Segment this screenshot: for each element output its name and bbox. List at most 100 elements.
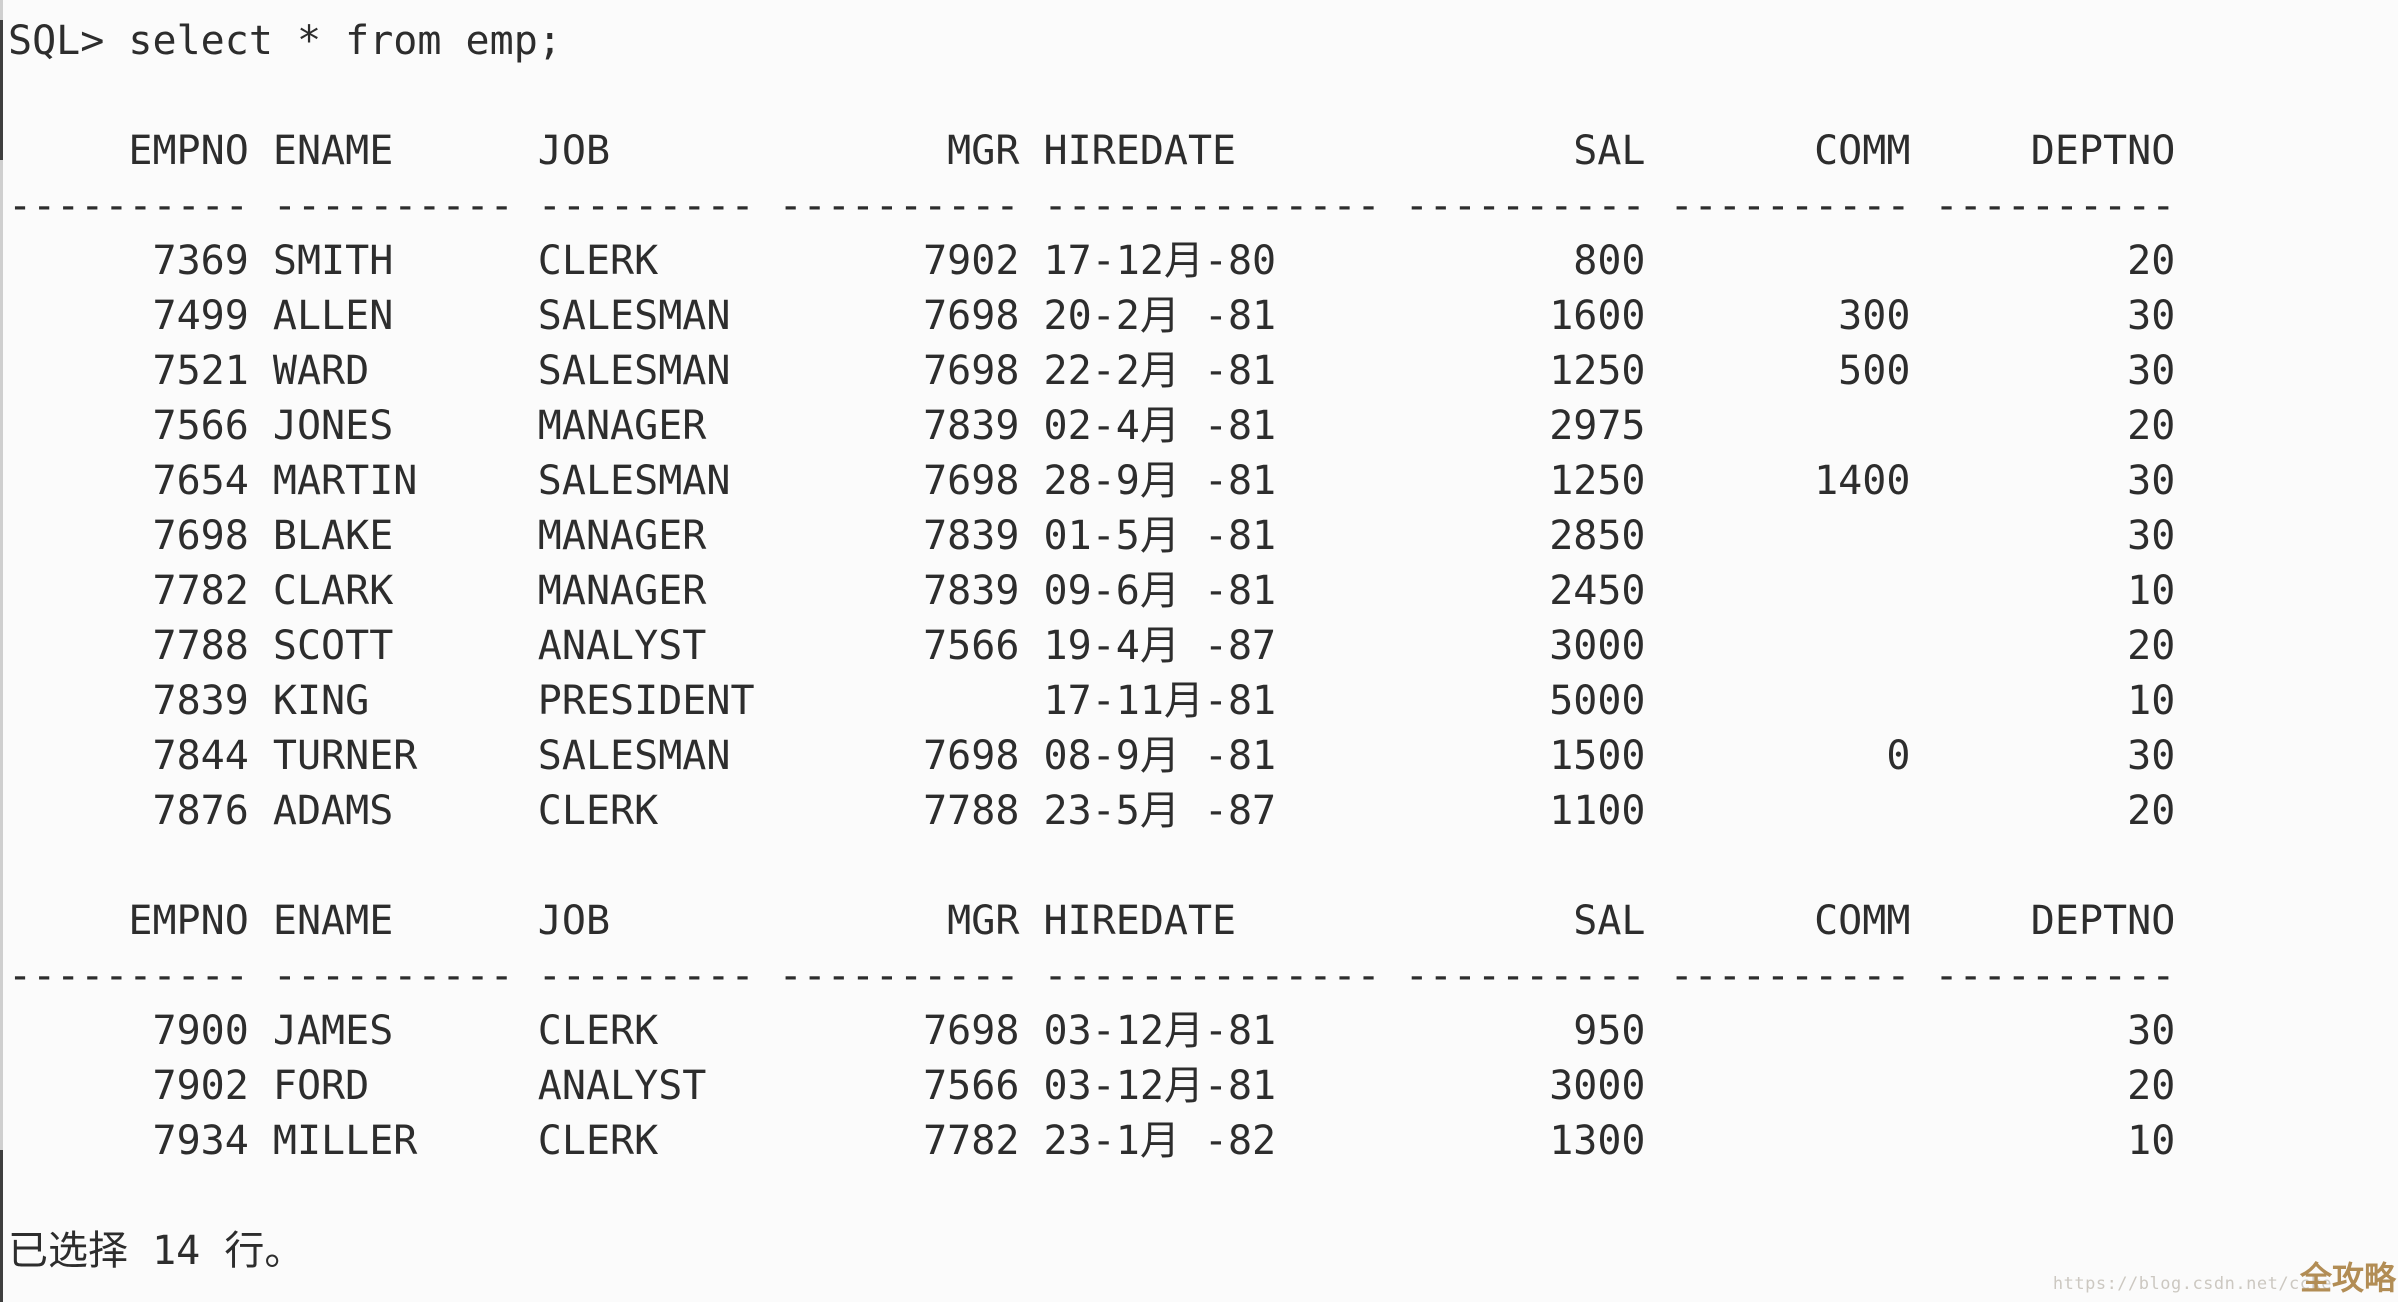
table-cell-mgr: 7839	[923, 403, 1020, 449]
table-cell-sal: SAL	[1573, 128, 1646, 174]
watermark-url: https://blog.csdn.net/ccke	[2052, 1274, 2332, 1294]
table-cell-hiredate: 08-9月 -81	[1043, 733, 1277, 779]
table-cell-empno: 7654	[152, 458, 249, 504]
blank-line	[8, 839, 2398, 894]
table-row: 7499 ALLEN SALESMAN 7698 20-2月 -81 1600 300 30	[8, 289, 2398, 344]
table-cell-sal: 1500	[1549, 733, 1646, 779]
table-cell-job: MANAGER	[537, 568, 707, 614]
table-cell-comm: 300	[1838, 293, 1911, 339]
table-cell-deptno: ----------	[1934, 953, 2176, 999]
table-cell-deptno: 30	[2127, 733, 2176, 779]
table-row: 7934 MILLER CLERK 7782 23-1月 -82 1300 10	[8, 1114, 2398, 1169]
table-cell-job: SALESMAN	[537, 458, 731, 504]
table-cell-empno: ----------	[8, 953, 249, 999]
table-cell-ename: CLARK	[272, 568, 394, 614]
table-cell-empno: 7876	[152, 788, 249, 834]
table-cell-hiredate: 23-1月 -82	[1043, 1118, 1277, 1164]
table-row: 7844 TURNER SALESMAN 7698 08-9月 -81 1500 0 30	[8, 729, 2398, 784]
table-cell-ename: JAMES	[272, 1008, 394, 1054]
table-cell-empno: 7902	[152, 1063, 249, 1109]
table-row: 7698 BLAKE MANAGER 7839 01-5月 -81 2850 30	[8, 509, 2398, 564]
table-cell-deptno: 30	[2127, 1008, 2176, 1054]
table-cell-empno: ----------	[8, 183, 249, 229]
table-cell-deptno: 20	[2127, 238, 2176, 284]
table-cell-job: JOB	[537, 898, 611, 944]
table-cell-job: ---------	[537, 183, 755, 229]
table-cell-job: CLERK	[537, 238, 659, 284]
table-cell-mgr: 7782	[923, 1118, 1020, 1164]
sql-command: select * from emp;	[128, 18, 562, 64]
table-cell-ename: JONES	[272, 403, 394, 449]
table-row: 7788 SCOTT ANALYST 7566 19-4月 -87 3000 20	[8, 619, 2398, 674]
table-cell-comm: 0	[1886, 733, 1911, 779]
table-cell-deptno: 20	[2127, 1063, 2176, 1109]
table-cell-ename: KING	[272, 678, 370, 724]
table-cell-hiredate: 19-4月 -87	[1043, 623, 1277, 669]
table-cell-job: SALESMAN	[537, 733, 731, 779]
table-row: 7902 FORD ANALYST 7566 03-12月-81 3000 20	[8, 1059, 2398, 1114]
table-cell-deptno: 30	[2127, 458, 2176, 504]
table-header-row: EMPNO ENAME JOB MGR HIREDATE SAL COMM DEPTNO	[8, 894, 2398, 949]
table-cell-empno: 7499	[152, 293, 249, 339]
table-cell-deptno: 20	[2127, 788, 2176, 834]
table-cell-job: CLERK	[537, 788, 659, 834]
table-cell-sal: 1250	[1549, 348, 1646, 394]
table-cell-job: ---------	[537, 953, 755, 999]
table-cell-comm: ----------	[1669, 183, 1911, 229]
table-cell-job: SALESMAN	[537, 293, 731, 339]
table-cell-deptno: DEPTNO	[2030, 898, 2176, 944]
table-cell-ename: ----------	[272, 953, 514, 999]
sql-prompt: SQL>	[8, 18, 105, 64]
table-cell-hiredate: 20-2月 -81	[1043, 293, 1277, 339]
table-cell-sal: ----------	[1404, 953, 1646, 999]
table-cell-empno: 7566	[152, 403, 249, 449]
table-cell-hiredate: 03-12月-81	[1043, 1008, 1277, 1054]
table-cell-sal: 800	[1573, 238, 1646, 284]
table-cell-deptno: 10	[2127, 568, 2176, 614]
table-cell-comm: COMM	[1814, 128, 1911, 174]
table-header-row: EMPNO ENAME JOB MGR HIREDATE SAL COMM DEPTNO	[8, 124, 2398, 179]
table-cell-job: ANALYST	[537, 623, 707, 669]
table-cell-mgr: 7566	[923, 1063, 1020, 1109]
table-cell-empno: EMPNO	[128, 128, 249, 174]
table-row: 7876 ADAMS CLERK 7788 23-5月 -87 1100 20	[8, 784, 2398, 839]
table-cell-empno: 7934	[152, 1118, 249, 1164]
table-cell-ename: MARTIN	[272, 458, 418, 504]
table-cell-hiredate: --------------	[1043, 953, 1381, 999]
table-row: 7782 CLARK MANAGER 7839 09-6月 -81 2450 10	[8, 564, 2398, 619]
table-cell-deptno: 30	[2127, 293, 2176, 339]
table-cell-empno: 7698	[152, 513, 249, 559]
table-cell-hiredate: 17-11月-81	[1043, 678, 1277, 724]
sql-prompt-line: SQL> select * from emp;	[8, 14, 2398, 69]
table-cell-sal: 3000	[1549, 1063, 1646, 1109]
table-cell-hiredate: 22-2月 -81	[1043, 348, 1277, 394]
table-cell-deptno: 30	[2127, 513, 2176, 559]
table-cell-mgr: MGR	[947, 898, 1020, 944]
table-cell-empno: EMPNO	[128, 898, 249, 944]
table-cell-mgr: ----------	[778, 953, 1020, 999]
table-cell-ename: SMITH	[272, 238, 394, 284]
table-cell-mgr: 7698	[923, 458, 1020, 504]
table-cell-job: MANAGER	[537, 403, 707, 449]
table-cell-empno: 7900	[152, 1008, 249, 1054]
table-cell-mgr: MGR	[947, 128, 1020, 174]
table-cell-comm: 1400	[1814, 458, 1911, 504]
blank-line	[8, 1169, 2398, 1224]
table-rows-2: 7900 JAMES CLERK 7698 03-12月-81 950 30 7902 FORD…	[8, 1004, 2398, 1169]
table-cell-ename: ENAME	[272, 898, 394, 944]
table-cell-ename: ADAMS	[272, 788, 394, 834]
table-cell-sal: 1600	[1549, 293, 1646, 339]
table-cell-job: CLERK	[537, 1008, 659, 1054]
table-cell-mgr: 7698	[923, 348, 1020, 394]
result-block-2: EMPNO ENAME JOB MGR HIREDATE SAL COMM DEPTNO --…	[8, 894, 2398, 1169]
table-cell-hiredate: 28-9月 -81	[1043, 458, 1277, 504]
watermark-badge: 全攻略	[2299, 1259, 2396, 1297]
table-cell-deptno: 20	[2127, 403, 2176, 449]
table-cell-job: SALESMAN	[537, 348, 731, 394]
table-cell-ename: ALLEN	[272, 293, 394, 339]
table-row: 7566 JONES MANAGER 7839 02-4月 -81 2975 20	[8, 399, 2398, 454]
table-cell-comm: 500	[1838, 348, 1911, 394]
table-cell-ename: SCOTT	[272, 623, 394, 669]
table-cell-mgr: 7566	[923, 623, 1020, 669]
